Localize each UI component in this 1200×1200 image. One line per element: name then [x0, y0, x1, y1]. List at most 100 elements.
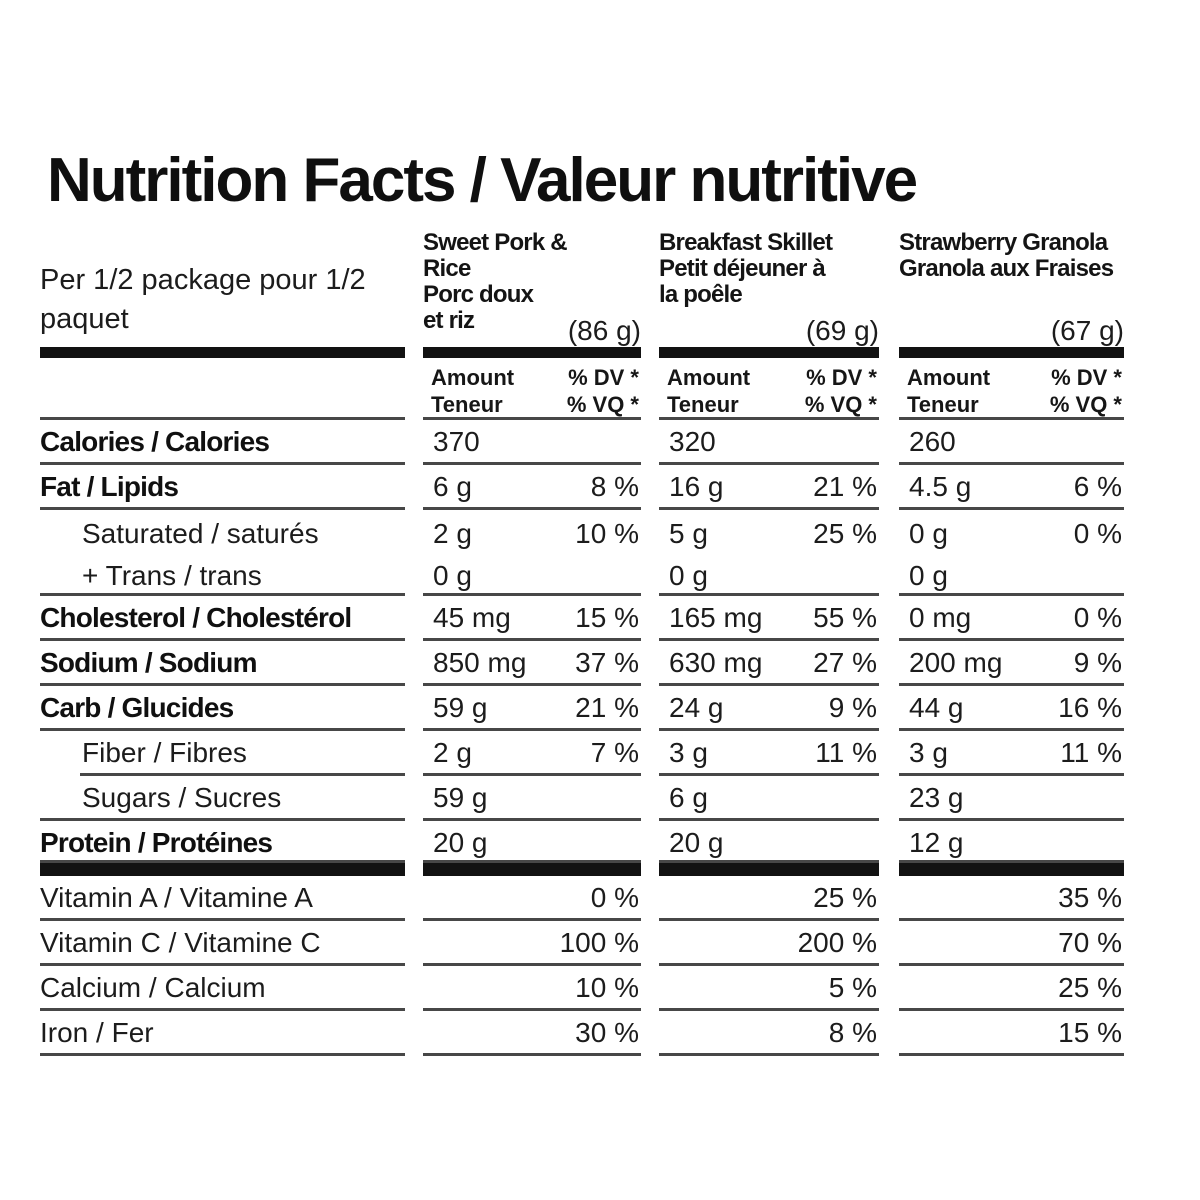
amount-value: 0 g 0 g [909, 518, 948, 591]
value-cell: 165 mg 55 % [659, 596, 879, 641]
value-cell: 8 % [659, 1011, 879, 1056]
value-cell: 850 mg 37 % [423, 641, 641, 686]
value-cell: 59 g [423, 776, 641, 821]
value-cell: 20 g [659, 821, 879, 863]
amount-value: 630 mg [669, 647, 763, 678]
amount-value: 23 g [909, 782, 964, 813]
value-cell: 5 % [659, 966, 879, 1011]
amount-value: 320 [669, 426, 716, 457]
dv-value: 6 % [1073, 471, 1122, 502]
amount-value: 4.5 g [909, 471, 972, 502]
value-cell: 320 [659, 420, 879, 465]
row-vitamin-a: Vitamin A / Vitamine A 0 % 25 % 35 % [40, 876, 1124, 921]
dv-value: 21 % [813, 471, 877, 502]
value-cell: 44 g 16 % [899, 686, 1124, 731]
value-cell: 6 g [659, 776, 879, 821]
dv-value: 25 % [813, 882, 877, 913]
row-iron: Iron / Fer 30 % 8 % 15 % [40, 1011, 1124, 1056]
dv-value: 9 % [828, 692, 877, 723]
amount-value: 2 g [433, 737, 472, 768]
value-cell: 630 mg 27 % [659, 641, 879, 686]
amount-value: 59 g [433, 692, 488, 723]
nutrient-label: Vitamin A / Vitamine A [40, 876, 405, 921]
value-cell: 3 g 11 % [899, 731, 1124, 776]
value-cell: 15 % [899, 1011, 1124, 1056]
dv-value: 15 % [1058, 1017, 1122, 1048]
column-header-spacer [40, 358, 405, 420]
row-carb: Carb / Glucides 59 g 21 % 24 g 9 % 44 g 16 … [40, 686, 1124, 731]
row-protein: Protein / Protéines 20 g 20 g 12 g [40, 821, 1124, 863]
value-cell: 30 % [423, 1011, 641, 1056]
nutrient-label: Sodium / Sodium [40, 641, 405, 686]
value-cell: 6 g 8 % [423, 465, 641, 510]
product-weight: (67 g) [1050, 315, 1124, 346]
dv-header: % DV * % VQ * [804, 365, 877, 417]
value-cell: 100 % [423, 921, 641, 966]
dv-value: 11 % [1060, 737, 1122, 768]
row-vitamin-c: Vitamin C / Vitamine C 100 % 200 % 70 % [40, 921, 1124, 966]
dv-value: 8 % [828, 1017, 877, 1048]
row-sodium: Sodium / Sodium 850 mg 37 % 630 mg 27 % 20… [40, 641, 1124, 686]
dv-value: 10 % [575, 972, 639, 1003]
value-cell: 25 % [659, 876, 879, 921]
row-sugars: Sugars / Sucres 59 g 6 g 23 g [40, 776, 1124, 821]
amount-value: 260 [909, 426, 956, 457]
dv-value: 27 % [813, 647, 877, 678]
amount-value: 3 g [909, 737, 948, 768]
nutrient-label: Calories / Calories [40, 420, 405, 465]
value-cell: 25 % [899, 966, 1124, 1011]
value-cell: 35 % [899, 876, 1124, 921]
dv-value: 30 % [575, 1017, 639, 1048]
dv-value: 9 % [1073, 647, 1122, 678]
dv-value: 11 % [815, 737, 877, 768]
value-cell: 10 % [423, 966, 641, 1011]
value-cell: 23 g [899, 776, 1124, 821]
amount-value: 59 g [433, 782, 488, 813]
nutrient-label: Carb / Glucides [40, 686, 405, 731]
dv-value: 25 % [813, 518, 877, 549]
value-cell: 24 g 9 % [659, 686, 879, 731]
product-header-row: Per 1/2 package pour 1/2 paquet Sweet Po… [40, 230, 1124, 347]
amount-header: Amount Teneur [907, 365, 991, 417]
nutrient-label: Protein / Protéines [40, 821, 405, 863]
dv-value: 100 % [559, 927, 639, 958]
dv-value: 10 % [575, 518, 639, 549]
product-name: Breakfast Skillet Petit déjeuner à la po… [659, 229, 833, 308]
dv-value: 8 % [590, 471, 639, 502]
amount-value: 370 [433, 426, 480, 457]
dv-value: 200 % [797, 927, 877, 958]
amount-value: 20 g [669, 827, 724, 858]
value-cell: 260 [899, 420, 1124, 465]
row-cholesterol: Cholesterol / Cholestérol 45 mg 15 % 165 … [40, 596, 1124, 641]
amount-value: 3 g [669, 737, 708, 768]
nutrient-label: Sugars / Sucres [40, 776, 405, 821]
product-header-sweet-pork: Sweet Pork & Rice Porc doux et riz (86 g… [423, 230, 641, 347]
value-cell: 4.5 g 6 % [899, 465, 1124, 510]
value-cell: 5 g 0 g 25 % [659, 510, 879, 596]
row-fiber: Fiber / Fibres 2 g 7 % 3 g 11 % 3 g 11 % [40, 731, 1124, 776]
thick-rule-top [40, 347, 1124, 358]
dv-value: 0 % [1073, 518, 1122, 549]
value-cell: 2 g 0 g 10 % [423, 510, 641, 596]
value-cell: 0 mg 0 % [899, 596, 1124, 641]
value-cell: 20 g [423, 821, 641, 863]
product-name: Sweet Pork & Rice Porc doux et riz [423, 229, 568, 334]
amount-value: 45 mg [433, 602, 511, 633]
dv-value: 21 % [575, 692, 639, 723]
amount-value: 200 mg [909, 647, 1003, 678]
dv-value: 7 % [590, 737, 639, 768]
amount-value: 20 g [433, 827, 488, 858]
nutrition-facts-panel: Nutrition Facts / Valeur nutritive Per 1… [40, 0, 1124, 1056]
value-cell: 2 g 7 % [423, 731, 641, 776]
value-cell: 370 [423, 420, 641, 465]
product-weight: (86 g) [567, 315, 641, 346]
nutrient-label: Fat / Lipids [40, 465, 405, 510]
serving-size: Per 1/2 package pour 1/2 paquet [40, 264, 366, 335]
dv-value: 70 % [1058, 927, 1122, 958]
nutrient-label: Cholesterol / Cholestérol [40, 596, 405, 641]
value-cell: 12 g [899, 821, 1124, 863]
dv-value: 25 % [1058, 972, 1122, 1003]
nutrient-label: Saturated / saturés + Trans / trans [40, 510, 405, 596]
amount-value: 850 mg [433, 647, 527, 678]
value-cell: 16 g 21 % [659, 465, 879, 510]
